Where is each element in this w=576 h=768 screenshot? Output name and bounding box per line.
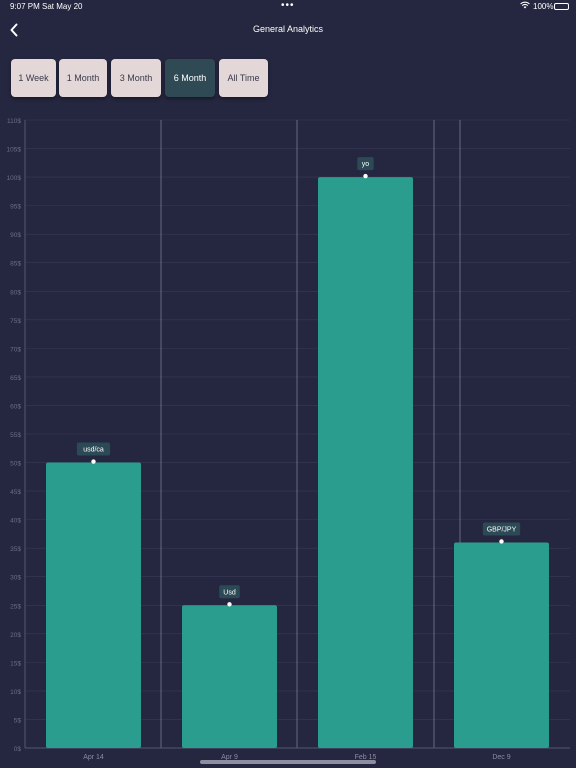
y-tick-label: 5$ — [14, 717, 22, 724]
battery-percentage: 100% — [533, 2, 554, 11]
bar-label-bg — [357, 157, 374, 171]
x-axis: Apr 14 Apr 9 Feb 15 Dec 9 — [83, 754, 511, 761]
y-tick-label: 85$ — [10, 261, 21, 268]
bar — [454, 542, 549, 748]
status-date: Sat May 20 — [42, 2, 83, 11]
page-title: General Analytics — [252, 24, 324, 34]
y-tick-label: 50$ — [10, 461, 21, 468]
bar-label: yo — [362, 161, 370, 168]
y-tick-label: 95$ — [10, 204, 21, 211]
x-tick-label: Dec 9 — [492, 754, 510, 761]
bars: usd/ca Usd yo GBP/JPY — [46, 157, 549, 748]
bar-label-bg — [219, 585, 240, 599]
y-tick-label: 90$ — [10, 232, 21, 239]
y-tick-label: 110$ — [7, 118, 21, 125]
bar-label-bg — [482, 522, 521, 536]
bar-chart: 0$ 5$ 10$ 15$ 20$ 25$ 30$ 35$ 40$ 45$ 50$ 55$ 60$ 65$… — [7, 118, 570, 761]
tab-all-time[interactable]: All Time — [219, 59, 268, 97]
home-indicator — [200, 760, 376, 764]
multitasking-dots-icon[interactable]: ••• — [281, 0, 295, 11]
x-tick-label: Apr 14 — [83, 754, 104, 761]
y-tick-label: 45$ — [10, 489, 21, 496]
x-tick-label: Feb 15 — [355, 754, 377, 761]
y-tick-label: 75$ — [10, 318, 21, 325]
y-tick-label: 80$ — [10, 289, 21, 296]
bar — [182, 605, 277, 748]
bar-label-bg — [76, 442, 111, 456]
bar-label: Usd — [223, 589, 236, 596]
y-tick-label: 20$ — [10, 632, 21, 639]
back-button[interactable] — [6, 20, 22, 40]
battery-icon — [554, 3, 569, 10]
bar — [318, 177, 413, 748]
wifi-icon — [520, 1, 530, 11]
bar-label: usd/ca — [83, 447, 104, 454]
status-time: 9:07 PM — [10, 2, 40, 11]
tab-6-month[interactable]: 6 Month — [165, 59, 215, 97]
chevron-left-icon — [10, 23, 18, 37]
status-bar: 9:07 PM Sat May 20 ••• 100% — [0, 0, 576, 14]
tab-1-month[interactable]: 1 Month — [59, 59, 107, 97]
y-tick-label: 10$ — [10, 689, 21, 696]
y-tick-label: 105$ — [7, 147, 22, 154]
y-tick-label: 55$ — [10, 432, 21, 439]
bar-point — [363, 173, 368, 179]
y-tick-label: 0$ — [14, 746, 22, 753]
x-tick-label: Apr 9 — [221, 754, 238, 761]
y-axis: 0$ 5$ 10$ 15$ 20$ 25$ 30$ 35$ 40$ 45$ 50$ 55$ 60$ 65$… — [7, 118, 22, 753]
y-tick-label: 70$ — [10, 346, 21, 353]
y-tick-label: 65$ — [10, 375, 21, 382]
bar-point — [227, 602, 232, 607]
y-tick-label: 15$ — [10, 660, 21, 667]
y-tick-label: 30$ — [10, 575, 21, 582]
y-tick-label: 35$ — [10, 546, 21, 553]
tab-1-week[interactable]: 1 Week — [11, 59, 56, 97]
bar-point — [499, 539, 504, 544]
tab-3-month[interactable]: 3 Month — [111, 59, 161, 97]
y-tick-label: 40$ — [10, 518, 21, 525]
y-tick-label: 100$ — [7, 175, 22, 182]
y-tick-label: 60$ — [10, 403, 21, 410]
bar — [46, 462, 141, 748]
bar-label: GBP/JPY — [487, 526, 517, 533]
bar-point — [91, 459, 96, 464]
y-tick-label: 25$ — [10, 603, 21, 610]
